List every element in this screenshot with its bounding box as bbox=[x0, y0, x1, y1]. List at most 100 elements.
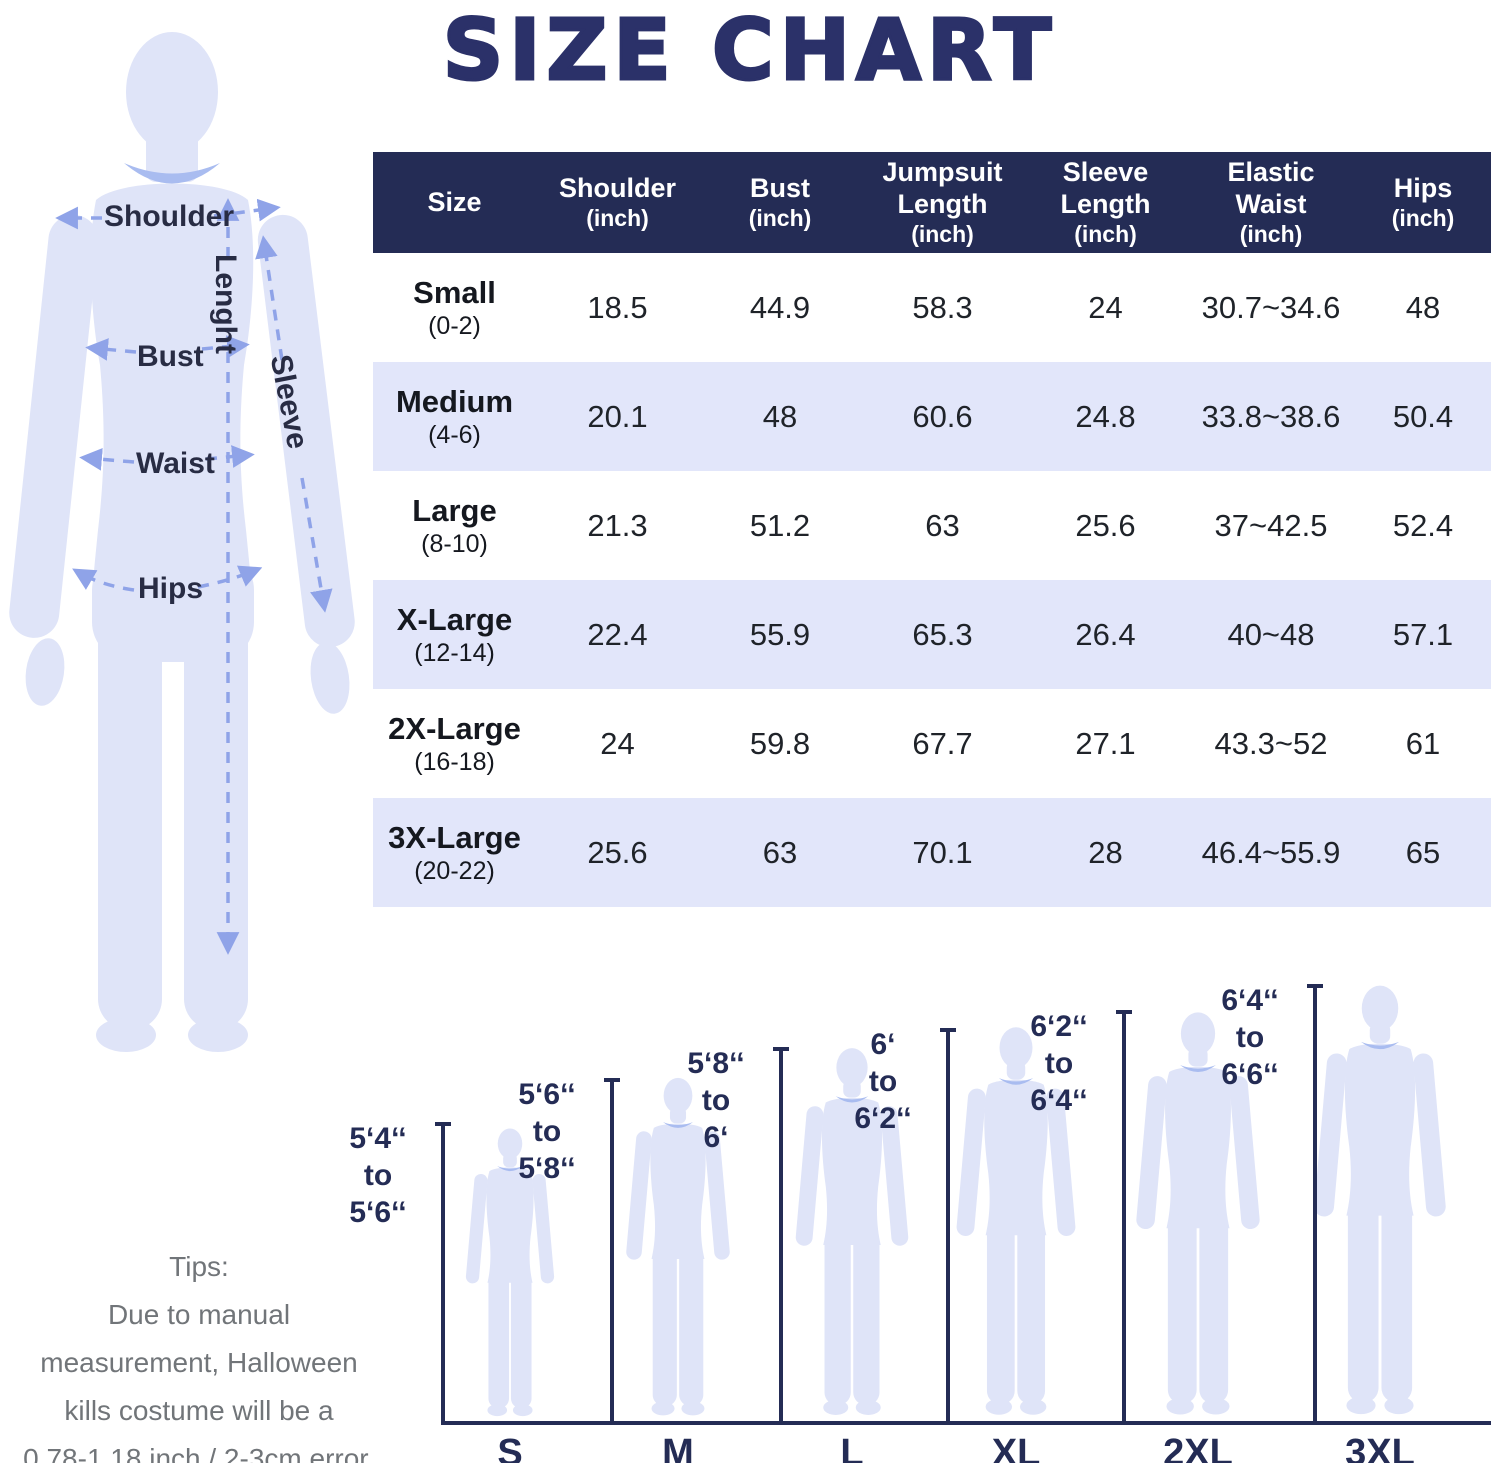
value-cell: 57.1 bbox=[1392, 616, 1454, 652]
waist-label: Waist bbox=[136, 447, 215, 480]
value-cell: 37~42.5 bbox=[1214, 507, 1328, 543]
height-range-xl: 6‘ to 6‘2‘‘ bbox=[854, 1028, 912, 1135]
size-label-2xl: 2XL bbox=[1163, 1432, 1233, 1463]
body-silhouette-graphic bbox=[9, 32, 355, 1052]
tips-line: 0.78-1.18 inch / 2-3cm error. bbox=[23, 1443, 375, 1463]
value-cell: 25.6 bbox=[587, 834, 648, 870]
tips-line: kills costume will be a bbox=[64, 1395, 334, 1426]
value-cell: 20.1 bbox=[587, 398, 648, 434]
height-range-3xl: 6‘4‘‘ to 6‘6‘‘ bbox=[1221, 984, 1279, 1091]
height-range-2xl: 6‘2‘‘ to 6‘4‘‘ bbox=[1030, 1010, 1088, 1117]
value-cell: 61 bbox=[1405, 725, 1441, 761]
bar-tick bbox=[604, 1078, 620, 1082]
sleeve-arrow-down bbox=[300, 477, 333, 613]
height-bar-s bbox=[435, 1122, 451, 1425]
figure-3xl bbox=[1313, 985, 1447, 1415]
value-cell: 24 bbox=[600, 725, 635, 761]
value-cell: 51.2 bbox=[749, 507, 811, 543]
value-cell: 27.1 bbox=[1075, 725, 1136, 761]
bar-tick bbox=[1307, 984, 1323, 988]
value-cell: 55.9 bbox=[749, 616, 811, 652]
page-title: SIZE CHART bbox=[441, 0, 1058, 101]
table-row-medium: Medium (4-6) 20.1 48 60.6 24.8 33.8~38.6… bbox=[373, 362, 1491, 471]
bust-arrow-right bbox=[201, 335, 250, 358]
size-table: Size Shoulder (inch) Bust (inch) Jumpsui… bbox=[373, 152, 1491, 907]
table-row-3x-large: 3X-Large (20-22) 25.6 63 70.1 28 46.4~55… bbox=[373, 798, 1491, 907]
value-cell: 25.6 bbox=[1075, 507, 1136, 543]
value-cell: 60.6 bbox=[912, 398, 973, 434]
size-cell: 2X-Large (16-18) bbox=[388, 710, 521, 777]
height-bar-l bbox=[773, 1047, 789, 1425]
value-cell: 65.3 bbox=[912, 616, 973, 652]
bar-tick bbox=[435, 1122, 451, 1126]
tips-heading: Tips: bbox=[169, 1251, 229, 1282]
height-bar-2xl bbox=[1116, 1010, 1132, 1425]
value-cell: 58.3 bbox=[912, 289, 973, 325]
value-cell: 46.4~55.9 bbox=[1201, 834, 1341, 870]
value-cell: 18.5 bbox=[587, 289, 648, 325]
value-cell: 24 bbox=[1088, 289, 1123, 325]
value-cell: 52.4 bbox=[1392, 507, 1454, 543]
value-cell: 33.8~38.6 bbox=[1201, 398, 1341, 434]
value-cell: 40~48 bbox=[1227, 616, 1315, 652]
tips-line: Due to manual bbox=[107, 1299, 291, 1330]
height-range-m: 5‘6‘‘ to 5‘8‘‘ bbox=[518, 1078, 576, 1185]
value-cell: 63 bbox=[925, 507, 960, 543]
column-header-jumpsuit-length: Jumpsuit Length (inch) bbox=[882, 157, 1003, 247]
value-cell: 44.9 bbox=[749, 289, 811, 325]
value-cell: 24.8 bbox=[1075, 398, 1136, 434]
height-chart: 5‘4‘‘ to 5‘6‘‘ 5‘6‘‘ to 5‘8‘‘ 5‘8‘‘ to 6… bbox=[0, 955, 1500, 1463]
value-cell: 67.7 bbox=[912, 725, 973, 761]
bar-tick bbox=[773, 1047, 789, 1051]
bar-tick bbox=[940, 1028, 956, 1032]
size-cell: Small (0-2) bbox=[413, 274, 496, 341]
column-header-hips: Hips (inch) bbox=[1391, 173, 1455, 231]
hips-arrow-right bbox=[197, 565, 263, 589]
height-range-l: 5‘8‘‘ to 6‘ bbox=[687, 1047, 745, 1154]
height-bar-xl bbox=[940, 1028, 956, 1425]
size-label-s: S bbox=[497, 1432, 523, 1463]
size-label-3xl: 3XL bbox=[1345, 1432, 1415, 1463]
bust-arrow-left bbox=[85, 338, 137, 361]
height-bar-m bbox=[604, 1078, 620, 1425]
length-label: Lenght bbox=[209, 254, 242, 354]
value-cell: 63 bbox=[762, 834, 798, 870]
size-label-xl: XL bbox=[991, 1432, 1041, 1463]
shoulder-label: Shoulder bbox=[104, 200, 235, 233]
value-cell: 28 bbox=[1088, 834, 1123, 870]
column-header-shoulder: Shoulder (inch) bbox=[558, 173, 676, 231]
collar-detail bbox=[124, 163, 220, 184]
value-cell: 48 bbox=[762, 398, 798, 434]
waist-arrow-right bbox=[205, 445, 255, 468]
size-table-header: Size Shoulder (inch) Bust (inch) Jumpsui… bbox=[373, 152, 1491, 253]
value-cell: 59.8 bbox=[749, 725, 811, 761]
measurement-lines bbox=[55, 198, 333, 955]
height-bar-3xl bbox=[1307, 984, 1323, 1425]
size-cell: X-Large (12-14) bbox=[396, 601, 513, 668]
value-cell: 50.4 bbox=[1392, 398, 1454, 434]
size-label-l: L bbox=[840, 1432, 864, 1463]
hips-arrow-left bbox=[72, 568, 135, 592]
waist-arrow-left bbox=[79, 447, 135, 471]
size-cell: Medium (4-6) bbox=[395, 383, 514, 450]
value-cell: 21.3 bbox=[587, 507, 648, 543]
body-silhouette bbox=[9, 32, 355, 1052]
column-header-bust: Bust (inch) bbox=[748, 173, 812, 231]
column-header-size: Size bbox=[427, 186, 482, 217]
measurement-figure: Shoulder Lenght Bust Sleeve Waist Hips bbox=[0, 0, 390, 1110]
height-chart-baseline bbox=[443, 1421, 1491, 1425]
table-row-x-large: X-Large (12-14) 22.4 55.9 65.3 26.4 40~4… bbox=[373, 580, 1491, 689]
bar-tick bbox=[1116, 1010, 1132, 1014]
hips-label: Hips bbox=[138, 572, 204, 605]
value-cell: 48 bbox=[1405, 289, 1441, 325]
value-cell: 22.4 bbox=[587, 616, 648, 652]
height-range-s: 5‘4‘‘ to 5‘6‘‘ bbox=[349, 1122, 407, 1229]
value-cell: 65 bbox=[1405, 834, 1441, 870]
table-row-2x-large: 2X-Large (16-18) 24 59.8 67.7 27.1 43.3~… bbox=[373, 689, 1491, 798]
tips-line: measurement, Halloween bbox=[40, 1347, 358, 1378]
bust-label: Bust bbox=[137, 340, 204, 373]
tips-note: Tips: Due to manual measurement, Hallowe… bbox=[0, 1243, 398, 1463]
value-cell: 26.4 bbox=[1075, 616, 1136, 652]
table-row-large: Large (8-10) 21.3 51.2 63 25.6 37~42.5 5… bbox=[373, 471, 1491, 580]
